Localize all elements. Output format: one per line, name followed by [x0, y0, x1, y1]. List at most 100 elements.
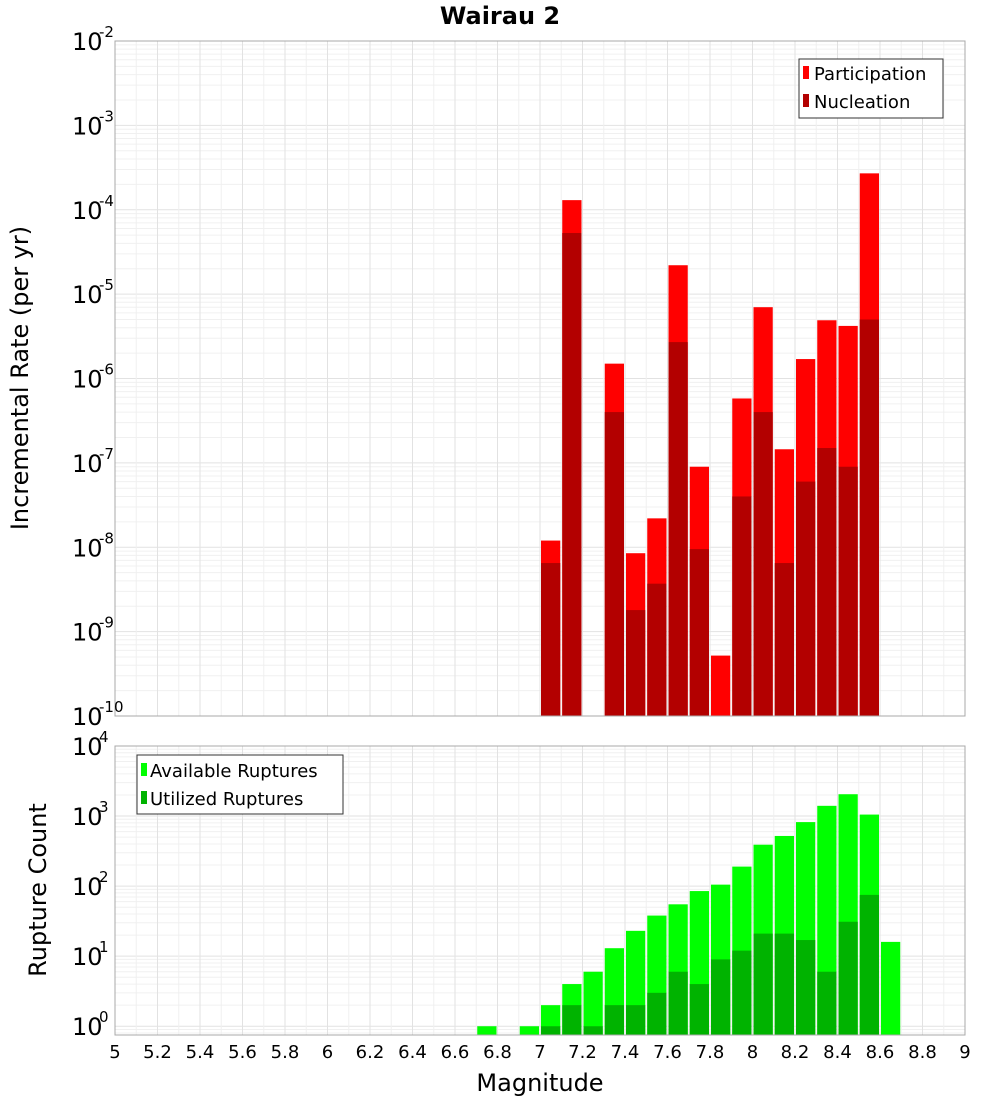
x-tick-label: 7.8	[696, 1042, 725, 1063]
utilized-ruptures-legend-swatch	[141, 791, 147, 804]
rate-y-tick-label: 10	[72, 534, 103, 562]
x-axis-label: Magnitude	[476, 1069, 603, 1097]
rate-bar-nucleation	[753, 412, 773, 716]
count-bar-utilized-ruptures	[838, 921, 858, 1035]
count-y-tick-exponent: 3	[99, 798, 109, 816]
count-bar-available-ruptures	[477, 1026, 497, 1035]
count-y-tick-label: 10	[72, 873, 103, 901]
count-x-ticks: 5 5.2 5.4 5.6 5.8 6 6.2 6.4 6.6 6.8 7 7.2 7.4 7.6 7.8 8…	[109, 1042, 970, 1063]
count-bar-utilized-ruptures	[626, 1005, 646, 1035]
rate-y-tick-exponent: -3	[99, 107, 114, 125]
count-bars	[477, 794, 901, 1035]
rate-legend-box	[798, 58, 944, 119]
count-y-tick-exponent: 1	[99, 938, 109, 956]
rate-y-tick-exponent: -9	[99, 614, 114, 632]
rate-y-tick-label: 10	[72, 197, 103, 225]
x-tick-label: 5.6	[228, 1042, 257, 1063]
rate-bars	[541, 173, 879, 716]
rate-y-tick-label: 10	[72, 112, 103, 140]
available-ruptures-legend-swatch	[141, 763, 147, 776]
count-y-tick-exponent: 2	[99, 868, 109, 886]
rate-bar-nucleation	[838, 466, 858, 716]
rate-bar-nucleation	[541, 563, 561, 716]
count-bar-utilized-ruptures	[583, 1026, 603, 1035]
rate-y-tick-label: 10	[72, 366, 103, 394]
rate-plot-frame	[114, 40, 966, 717]
count-bar-available-ruptures	[519, 1026, 539, 1035]
x-tick-label: 8.4	[823, 1042, 852, 1063]
count-bar-utilized-ruptures	[859, 894, 879, 1035]
utilized-ruptures-legend-label: Utilized Ruptures	[150, 789, 303, 810]
x-tick-label: 7.2	[568, 1042, 597, 1063]
rate-bar-nucleation	[604, 412, 624, 716]
count-legend-box	[136, 754, 344, 815]
rate-bar-nucleation	[774, 563, 794, 716]
rate-y-tick-exponent: -8	[99, 529, 114, 547]
count-y-tick-label: 10	[72, 803, 103, 831]
x-tick-label: 5.8	[271, 1042, 300, 1063]
count-bar-utilized-ruptures	[711, 959, 731, 1035]
participation-legend-label: Participation	[814, 64, 926, 85]
rate-bar-nucleation	[647, 583, 667, 716]
count-bar-available-ruptures	[881, 941, 901, 1035]
count-y-tick-label: 10	[72, 733, 103, 761]
x-tick-label: 6.8	[483, 1042, 512, 1063]
x-tick-label: 5.4	[186, 1042, 215, 1063]
count-bar-utilized-ruptures	[817, 971, 837, 1035]
count-bar-utilized-ruptures	[604, 1005, 624, 1035]
rate-bar-nucleation	[796, 481, 816, 716]
rate-y-tick-label: 10	[72, 281, 103, 309]
rate-y-tick-label: 10	[72, 450, 103, 478]
rate-bar-nucleation	[668, 342, 688, 716]
rate-bar-participation	[711, 655, 731, 716]
x-tick-label: 5.2	[143, 1042, 172, 1063]
available-ruptures-legend-label: Available Ruptures	[150, 761, 318, 782]
x-tick-label: 9	[959, 1042, 970, 1063]
count-plot-frame	[114, 745, 966, 1036]
count-y-tick-exponent: 0	[99, 1008, 109, 1026]
x-tick-label: 7.4	[611, 1042, 640, 1063]
count-bar-utilized-ruptures	[647, 992, 667, 1035]
count-bar-utilized-ruptures	[774, 933, 794, 1035]
rate-y-tick-exponent: -4	[99, 192, 114, 210]
count-bar-utilized-ruptures	[689, 984, 709, 1035]
count-bar-utilized-ruptures	[753, 933, 773, 1035]
count-bar-utilized-ruptures	[562, 1005, 582, 1035]
x-tick-label: 6	[322, 1042, 333, 1063]
rate-bar-nucleation	[689, 549, 709, 716]
rate-bar-nucleation	[817, 448, 837, 716]
count-bar-utilized-ruptures	[541, 1026, 561, 1035]
rate-y-tick-exponent: -7	[99, 445, 114, 463]
count-bar-utilized-ruptures	[732, 950, 752, 1035]
count-bar-available-ruptures	[583, 971, 603, 1035]
x-tick-label: 6.4	[398, 1042, 427, 1063]
rate-y-tick-label: 10	[72, 619, 103, 647]
x-tick-label: 6.6	[441, 1042, 470, 1063]
x-tick-label: 8.2	[781, 1042, 810, 1063]
rate-bar-nucleation	[859, 319, 879, 716]
rate-y-tick-exponent: -2	[99, 23, 114, 41]
participation-legend-swatch	[803, 66, 809, 79]
nucleation-legend-label: Nucleation	[814, 92, 910, 113]
x-tick-label: 7.6	[653, 1042, 682, 1063]
x-tick-label: 5	[109, 1042, 120, 1063]
chart-title: Wairau 2	[440, 2, 560, 30]
rate-y-tick-label: 10	[72, 703, 103, 731]
count-bar-utilized-ruptures	[668, 971, 688, 1035]
rate-bar-nucleation	[732, 496, 752, 716]
count-y-tick-label: 10	[72, 1013, 103, 1041]
count-bar-utilized-ruptures	[796, 940, 816, 1035]
rate-grid	[115, 41, 965, 716]
rate-legend: Participation Nucleation	[798, 58, 944, 119]
rate-y-tick-exponent: -6	[99, 361, 114, 379]
rate-bar-nucleation	[626, 610, 646, 716]
x-tick-label: 8.6	[866, 1042, 895, 1063]
rate-y-tick-exponent: -10	[99, 698, 124, 716]
rate-y-tick-exponent: -5	[99, 276, 114, 294]
count-legend: Available Ruptures Utilized Ruptures	[136, 754, 344, 815]
count-y-tick-exponent: 4	[99, 728, 109, 746]
